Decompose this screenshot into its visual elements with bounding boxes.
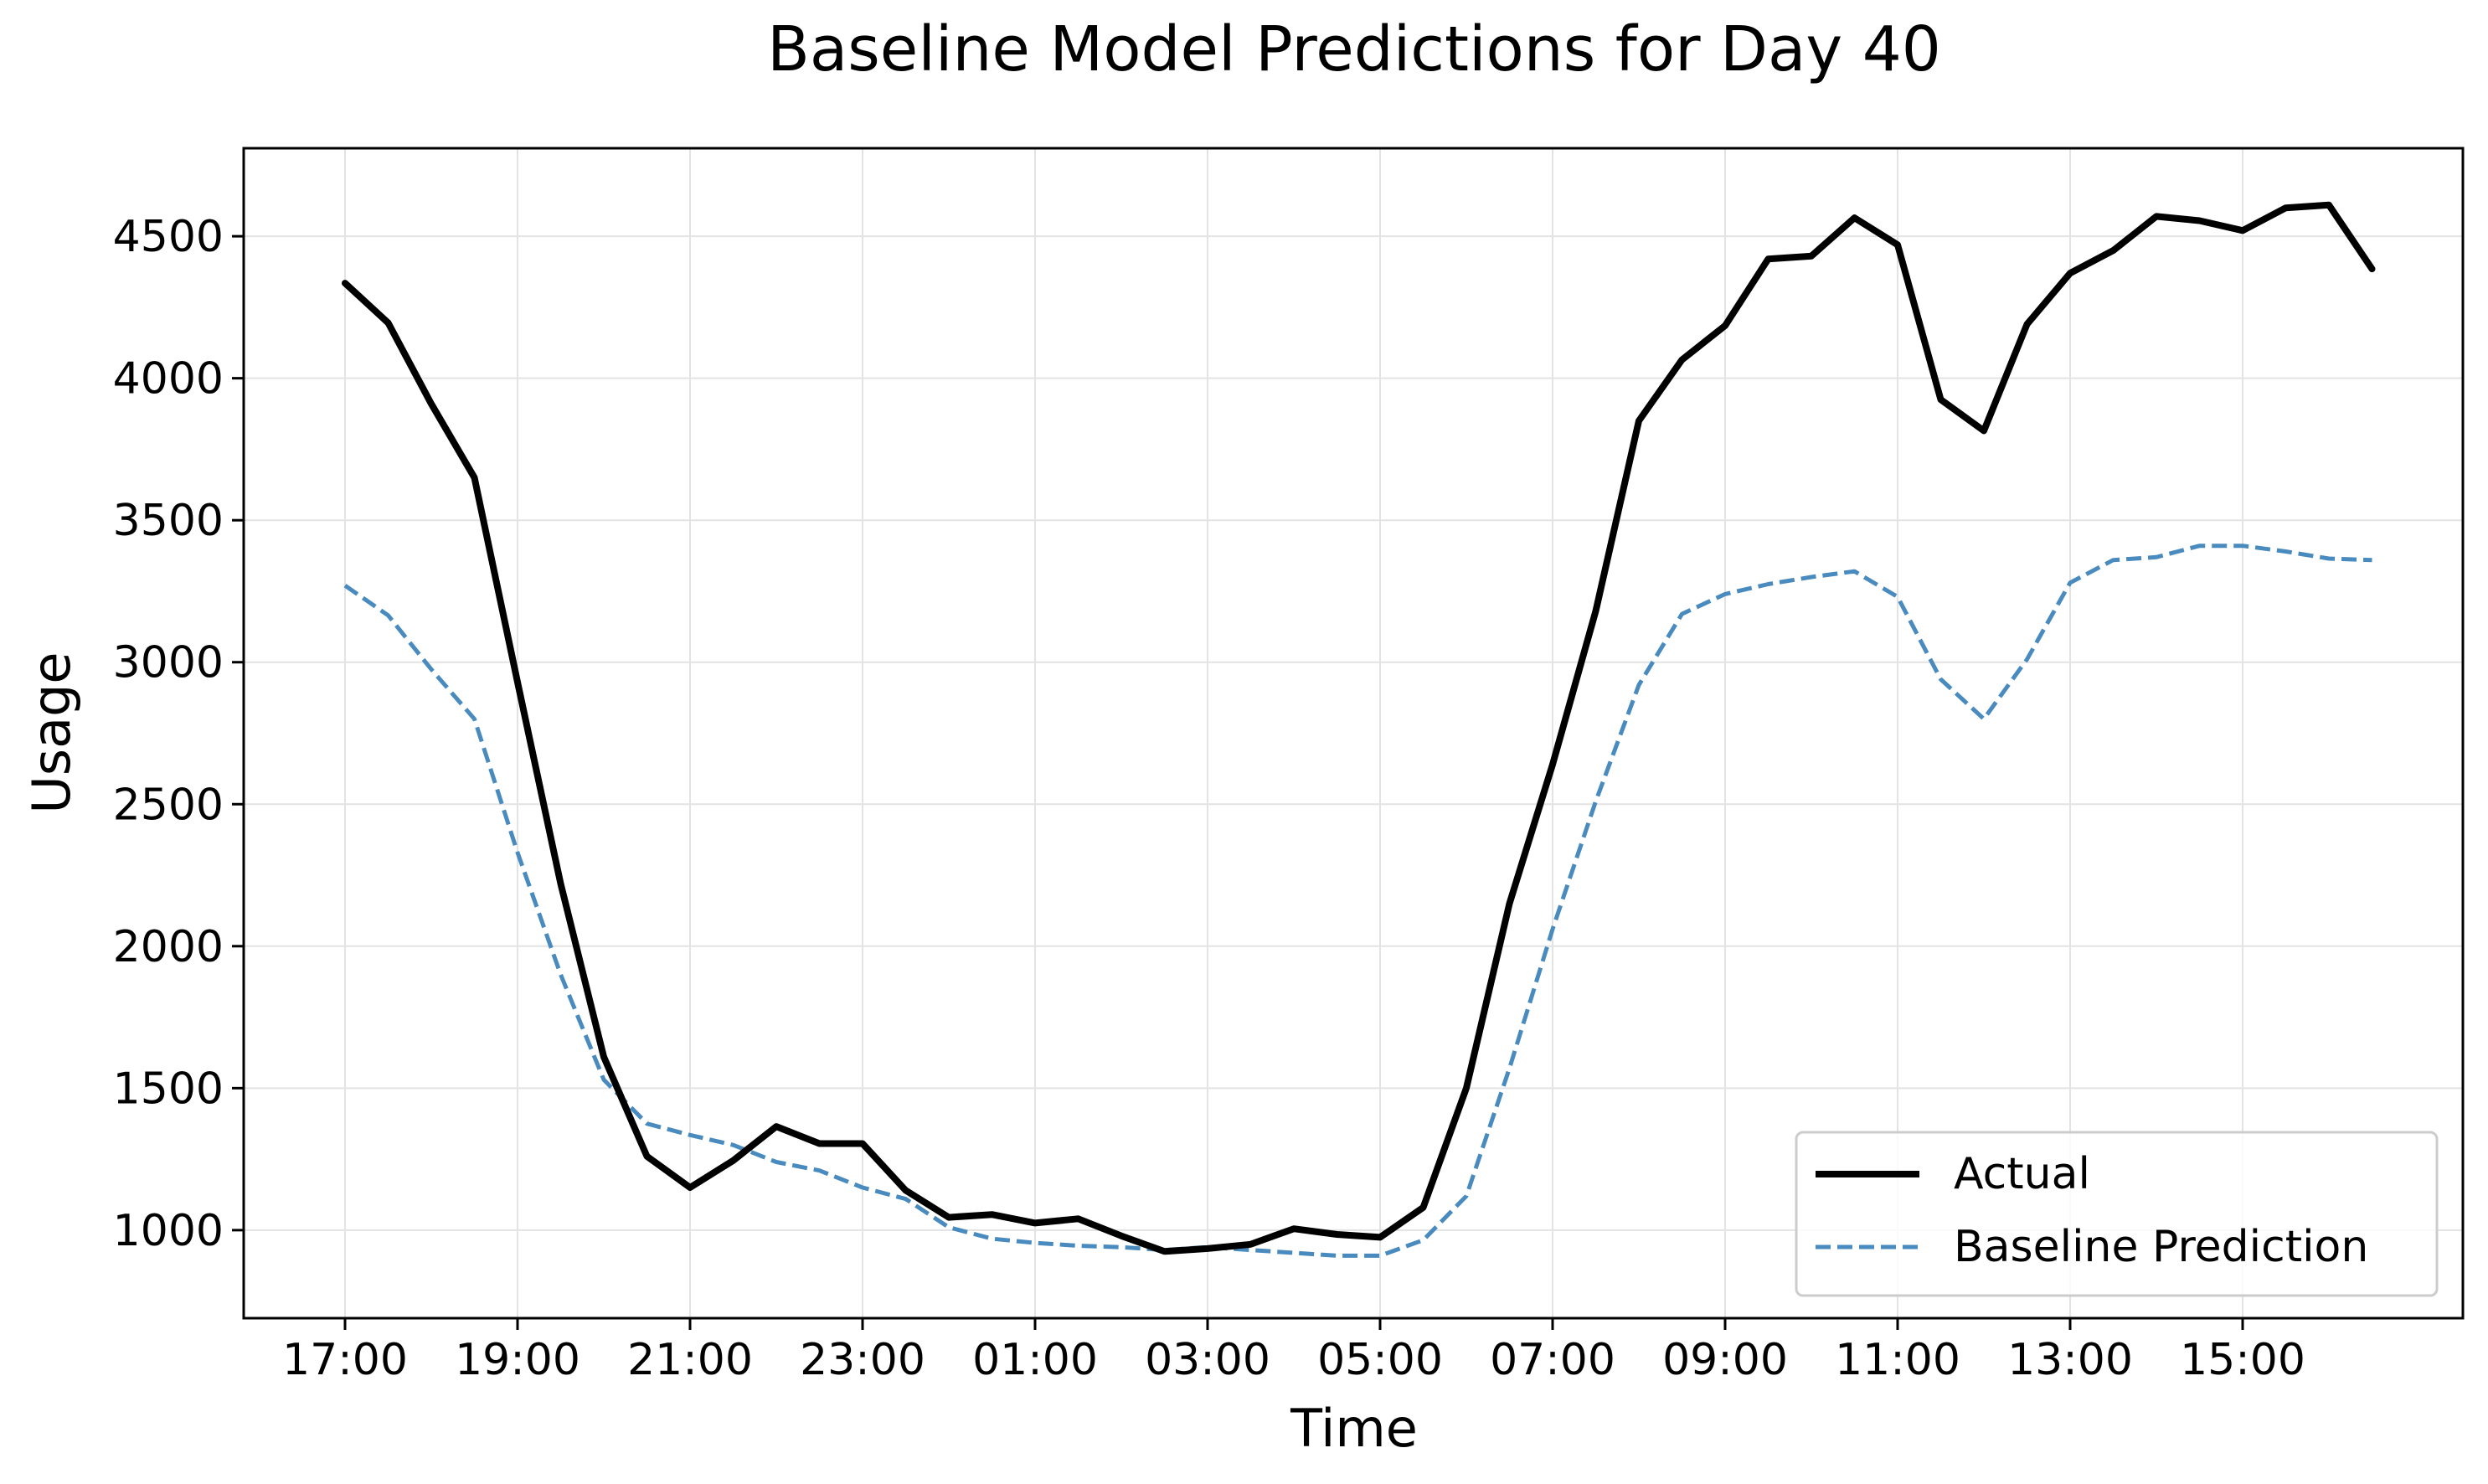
x-tick-label: 21:00	[627, 1335, 753, 1385]
y-axis-ticks: 1000 1500 2000 2500 3000 3500 4000 4500	[113, 212, 244, 1256]
y-tick-label: 1000	[113, 1206, 224, 1256]
x-tick-label: 13:00	[2007, 1335, 2133, 1385]
chart-title: Baseline Model Predictions for Day 40	[767, 13, 1941, 85]
y-tick-label: 3500	[113, 496, 224, 546]
x-axis-ticks: 17:00 19:00 21:00 23:00 01:00 03:00 05:00 07:00…	[282, 1318, 2305, 1385]
series-layer	[342, 201, 2376, 1258]
x-tick-label: 05:00	[1317, 1335, 1443, 1385]
y-tick-label: 1500	[113, 1064, 224, 1114]
y-tick-label: 4500	[113, 212, 224, 262]
x-axis-label: Time	[1290, 1398, 1418, 1459]
legend: Actual Baseline Prediction	[1795, 1131, 2439, 1297]
x-tick-label: 19:00	[455, 1335, 580, 1385]
y-tick-label: 4000	[113, 354, 224, 404]
y-tick-label: 2000	[113, 922, 224, 972]
legend-box	[1795, 1131, 2439, 1297]
legend-label-actual: Actual	[1954, 1149, 2090, 1199]
grid-lines	[244, 148, 2463, 1318]
plot-frame	[242, 147, 2465, 1320]
x-tick-label: 15:00	[2180, 1335, 2305, 1385]
y-tick-label: 2500	[113, 780, 224, 830]
x-tick-label: 17:00	[282, 1335, 408, 1385]
legend-label-baseline-prediction: Baseline Prediction	[1954, 1222, 2368, 1272]
x-tick-label: 03:00	[1145, 1335, 1270, 1385]
x-tick-label: 01:00	[972, 1335, 1098, 1385]
x-tick-label: 23:00	[800, 1335, 925, 1385]
x-tick-label: 07:00	[1490, 1335, 1615, 1385]
series-line-actual	[342, 201, 2376, 1255]
x-tick-label: 11:00	[1835, 1335, 1960, 1385]
y-axis-label: Usage	[21, 652, 82, 813]
x-tick-label: 09:00	[1662, 1335, 1788, 1385]
y-tick-label: 3000	[113, 638, 224, 688]
